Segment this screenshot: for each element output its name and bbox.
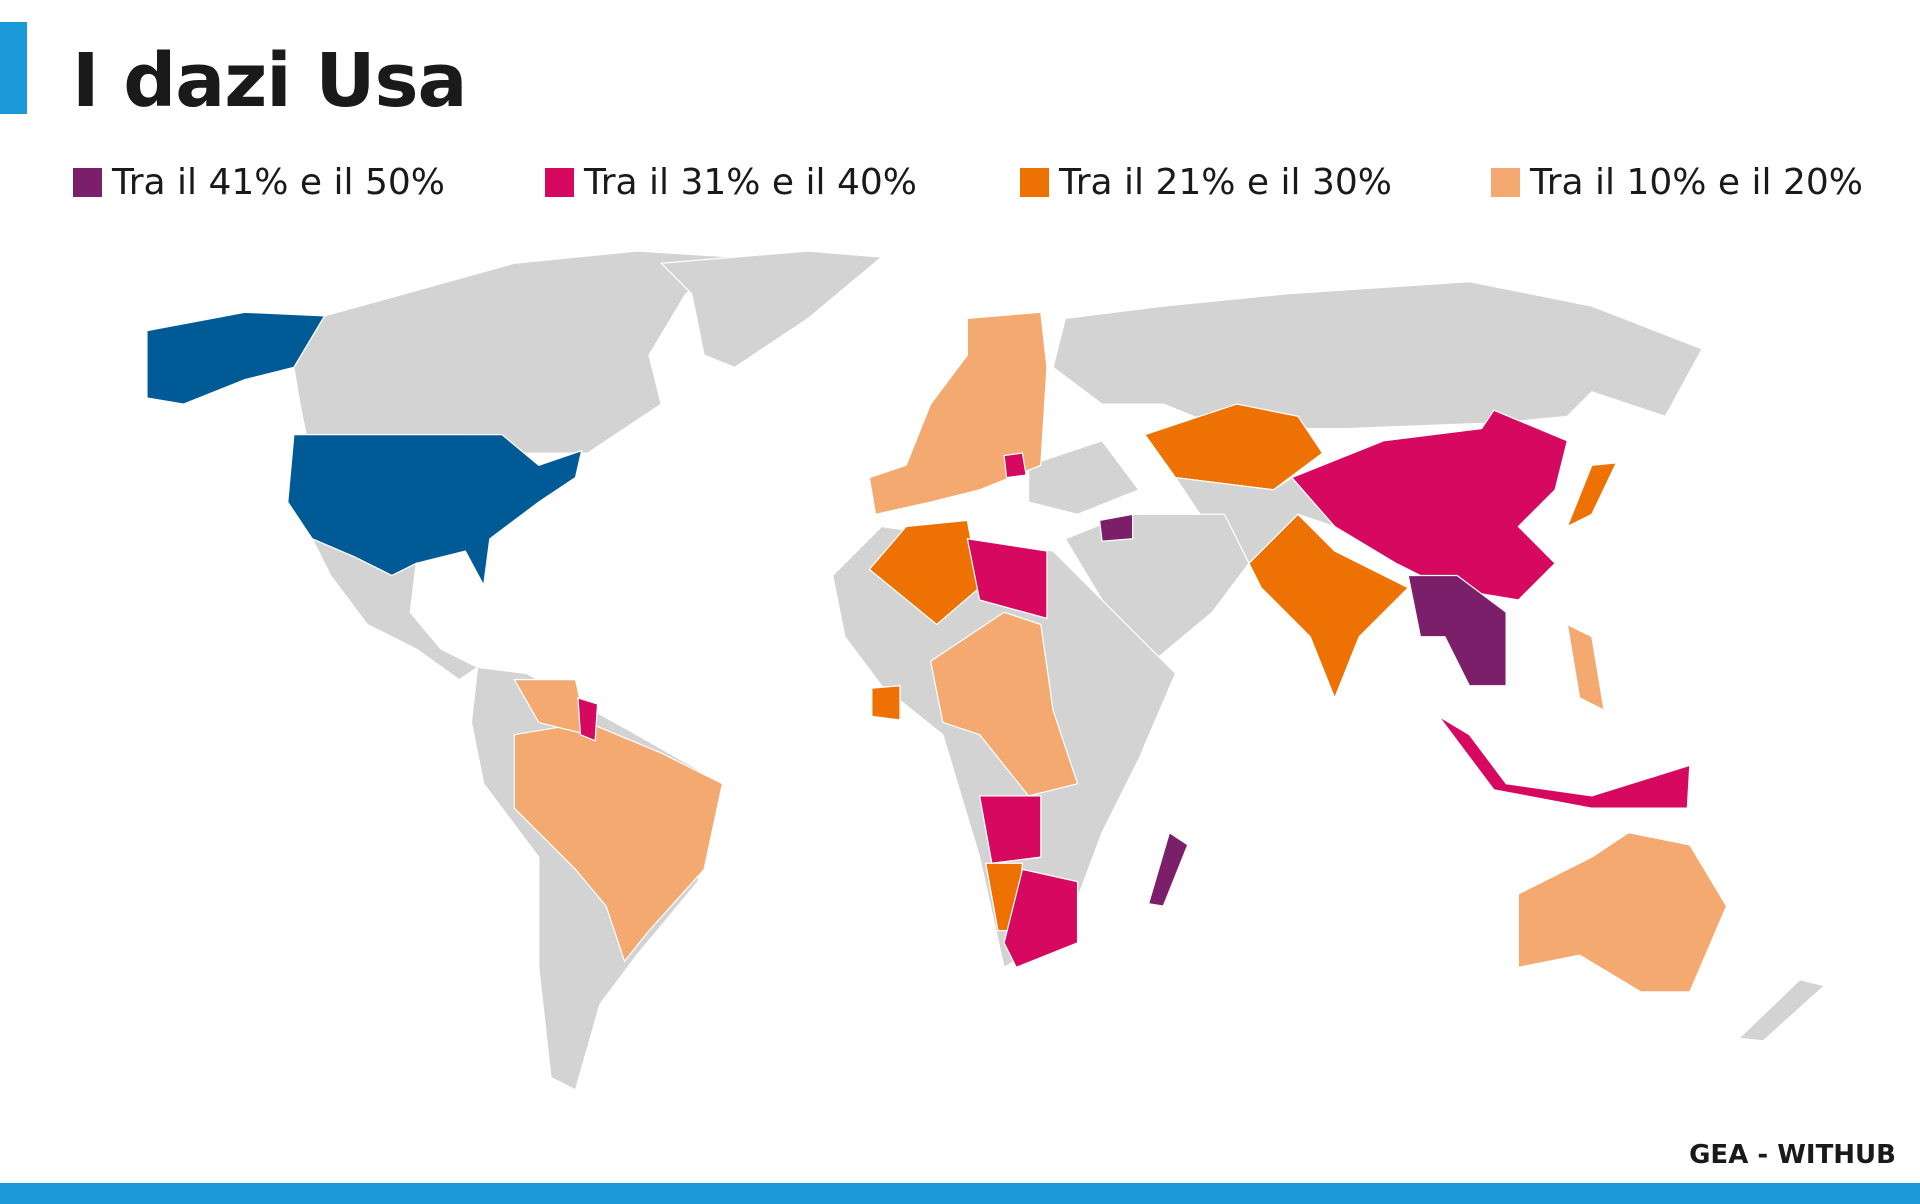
legend-label: Tra il 31% e il 40%: [584, 161, 917, 203]
greenland: [659, 250, 884, 369]
alaska: [146, 311, 326, 405]
europe: [868, 311, 1048, 516]
accent-bar: [0, 1183, 1920, 1204]
syria: [1098, 513, 1134, 542]
india: [1248, 513, 1410, 700]
brazil: [513, 721, 724, 963]
legend-swatch: [545, 167, 574, 197]
new-zealand: [1737, 978, 1826, 1042]
source: GEA - WITHUB: [1689, 1140, 1896, 1170]
ivory-coast: [871, 685, 901, 721]
legend-item: Tra il 31% e il 40%: [545, 160, 917, 204]
china: [1290, 409, 1569, 601]
legend-swatch: [1020, 167, 1049, 197]
australia: [1517, 832, 1728, 993]
indonesia: [1438, 715, 1691, 809]
guyana: [577, 697, 599, 742]
legend-item: Tra il 21% e il 30%: [1020, 160, 1392, 204]
canada: [293, 250, 737, 454]
title: I dazi Usa: [72, 38, 467, 124]
europe-east: [1027, 440, 1140, 515]
legend-item: Tra il 41% e il 50%: [73, 160, 445, 204]
accent-bar: [0, 22, 27, 114]
libya: [966, 538, 1048, 620]
madagascar: [1147, 831, 1189, 907]
philippines: [1566, 623, 1605, 712]
legend-item: Tra il 10% e il 20%: [1491, 160, 1863, 204]
angola: [978, 795, 1042, 864]
legend-label: Tra il 10% e il 20%: [1530, 161, 1863, 203]
central-africa: [929, 611, 1079, 797]
southeast-asia: [1407, 574, 1507, 687]
legend-label: Tra il 21% e il 30%: [1059, 161, 1392, 203]
legend-swatch: [73, 167, 102, 197]
central-america: [310, 537, 479, 681]
legend-label: Tra il 41% e il 50%: [112, 161, 445, 203]
japan: [1566, 462, 1618, 528]
south-africa: [1003, 868, 1079, 969]
balkans: [1003, 452, 1027, 479]
legend-swatch: [1491, 167, 1520, 197]
russia: [1052, 281, 1703, 430]
